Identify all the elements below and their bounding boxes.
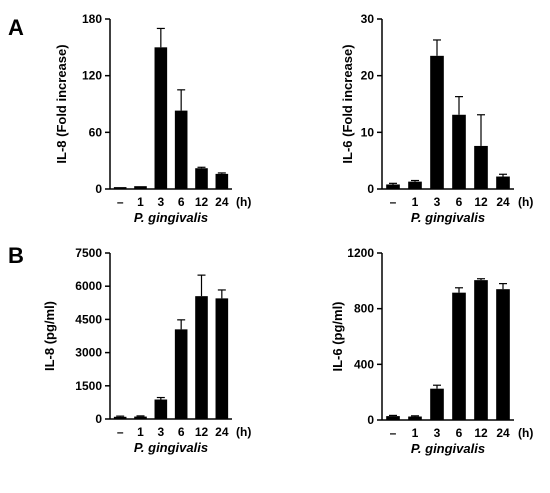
chart-1-x-tick-label: 24: [496, 195, 510, 209]
chart-3-y-tick-label: 400: [354, 357, 374, 371]
chart-2-bar: [134, 416, 147, 419]
chart-1-bar: [386, 184, 400, 189]
chart-1-bar: [496, 176, 510, 189]
chart-3-x-tick-label: 3: [434, 426, 441, 440]
chart-3-bar: [408, 416, 422, 420]
chart-2-x-axis-title: P. gingivalis: [134, 440, 208, 455]
chart-2-x-tick-label: –: [117, 425, 124, 439]
chart-3-bar: [474, 280, 488, 420]
chart-2-x-tick-label: 12: [195, 425, 209, 439]
chart-0-x-axis-title: P. gingivalis: [134, 210, 208, 225]
chart-0-x-tick-label: 6: [178, 195, 185, 209]
chart-0-x-unit-label: (h): [236, 195, 251, 209]
chart-2-x-tick-label: 3: [157, 425, 164, 439]
chart-0-bar: [134, 186, 147, 189]
chart-2-bar: [154, 399, 168, 419]
chart-3-x-tick-label: 1: [412, 426, 419, 440]
chart-2-y-tick-label: 4500: [75, 312, 102, 326]
chart-2-bar: [113, 416, 127, 419]
chart-3-x-unit-label: (h): [518, 426, 533, 440]
chart-3-bar: [452, 292, 466, 420]
chart-1-x-tick-label: 6: [456, 195, 463, 209]
chart-0-x-tick-label: 1: [137, 195, 144, 209]
chart-2-x-tick-label: 24: [215, 425, 229, 439]
panel-letter-a: A: [8, 15, 24, 40]
chart-2-x-unit-label: (h): [236, 425, 251, 439]
chart-il8-fold-increase: 0 60 120 180 – 1 3 6 12 24 (h) P. gingivalis IL-8 (F…: [54, 12, 251, 225]
chart-0-bar: [113, 187, 127, 189]
chart-1-y-tick-label: 10: [361, 125, 375, 139]
chart-1-bar: [452, 114, 466, 189]
chart-1-bar: [474, 145, 488, 189]
panel-letter-b: B: [8, 243, 24, 268]
chart-0-bar: [195, 168, 208, 189]
chart-0-y-axis-title: IL-8 (Fold increase): [54, 44, 69, 163]
chart-0-x-tick-label: 12: [195, 195, 209, 209]
chart-2-bar: [215, 298, 229, 419]
chart-0-y-tick-label: 180: [82, 12, 102, 26]
chart-0-bar: [215, 173, 229, 189]
chart-2-y-axis-title: IL-8 (pg/ml): [42, 301, 57, 371]
chart-il6-pg-ml: 0 400 800 1200 – 1 3 6 12 24 (h) P. gingivalis IL-6 …: [330, 246, 533, 456]
chart-il8-pg-ml: 0 1500 3000 4500 6000 7500 – 1 3 6 12 24 (h) P. gingi…: [42, 246, 251, 455]
chart-2-x-tick-label: 6: [178, 425, 185, 439]
chart-1-x-unit-label: (h): [518, 195, 533, 209]
chart-0-x-tick-label: –: [117, 195, 124, 209]
chart-0-y-tick-label: 60: [89, 125, 103, 139]
chart-0-x-tick-label: 3: [157, 195, 164, 209]
chart-3-y-tick-label: 0: [367, 413, 374, 427]
chart-2-y-tick-label: 7500: [75, 246, 102, 260]
chart-1-x-axis-title: P. gingivalis: [411, 210, 485, 225]
chart-3-y-tick-label: 1200: [347, 246, 374, 260]
chart-1-y-tick-label: 20: [361, 69, 375, 83]
chart-il6-fold-increase: 0 10 20 30 – 1 3 6 12 24 (h) P. gingivalis IL-6 (Fol…: [340, 12, 533, 225]
chart-0-bar: [174, 110, 188, 189]
chart-1-bar: [430, 55, 444, 190]
chart-2-x-tick-label: 1: [137, 425, 144, 439]
chart-3-x-axis-title: P. gingivalis: [411, 441, 485, 456]
chart-2-y-tick-label: 6000: [75, 279, 102, 293]
chart-3-y-axis-title: IL-6 (pg/ml): [330, 301, 345, 371]
chart-1-y-tick-label: 30: [361, 12, 375, 26]
chart-3-bar: [430, 388, 444, 420]
chart-2-y-tick-label: 1500: [75, 379, 102, 393]
chart-0-bar: [154, 47, 168, 190]
chart-3-x-tick-label: 24: [496, 426, 510, 440]
chart-3-bar: [496, 289, 510, 420]
chart-3-x-tick-label: 6: [456, 426, 463, 440]
chart-3-bar: [386, 416, 400, 420]
chart-3-x-tick-label: –: [390, 426, 397, 440]
chart-2-bar: [174, 329, 188, 419]
chart-1-x-tick-label: 12: [474, 195, 488, 209]
chart-1-y-axis-title: IL-6 (Fold increase): [340, 44, 355, 163]
chart-2-y-tick-label: 3000: [75, 346, 102, 360]
chart-1-bar: [408, 181, 422, 189]
chart-1-x-tick-label: 1: [412, 195, 419, 209]
chart-2-bar: [195, 296, 208, 419]
chart-0-y-tick-label: 0: [95, 182, 102, 196]
chart-0-y-tick-label: 120: [82, 69, 102, 83]
chart-0-x-tick-label: 24: [215, 195, 229, 209]
chart-3-x-tick-label: 12: [474, 426, 488, 440]
chart-3-y-tick-label: 800: [354, 302, 374, 316]
chart-2-y-tick-label: 0: [95, 412, 102, 426]
chart-1-x-tick-label: –: [390, 195, 397, 209]
chart-1-x-tick-label: 3: [434, 195, 441, 209]
chart-1-y-tick-label: 0: [367, 182, 374, 196]
